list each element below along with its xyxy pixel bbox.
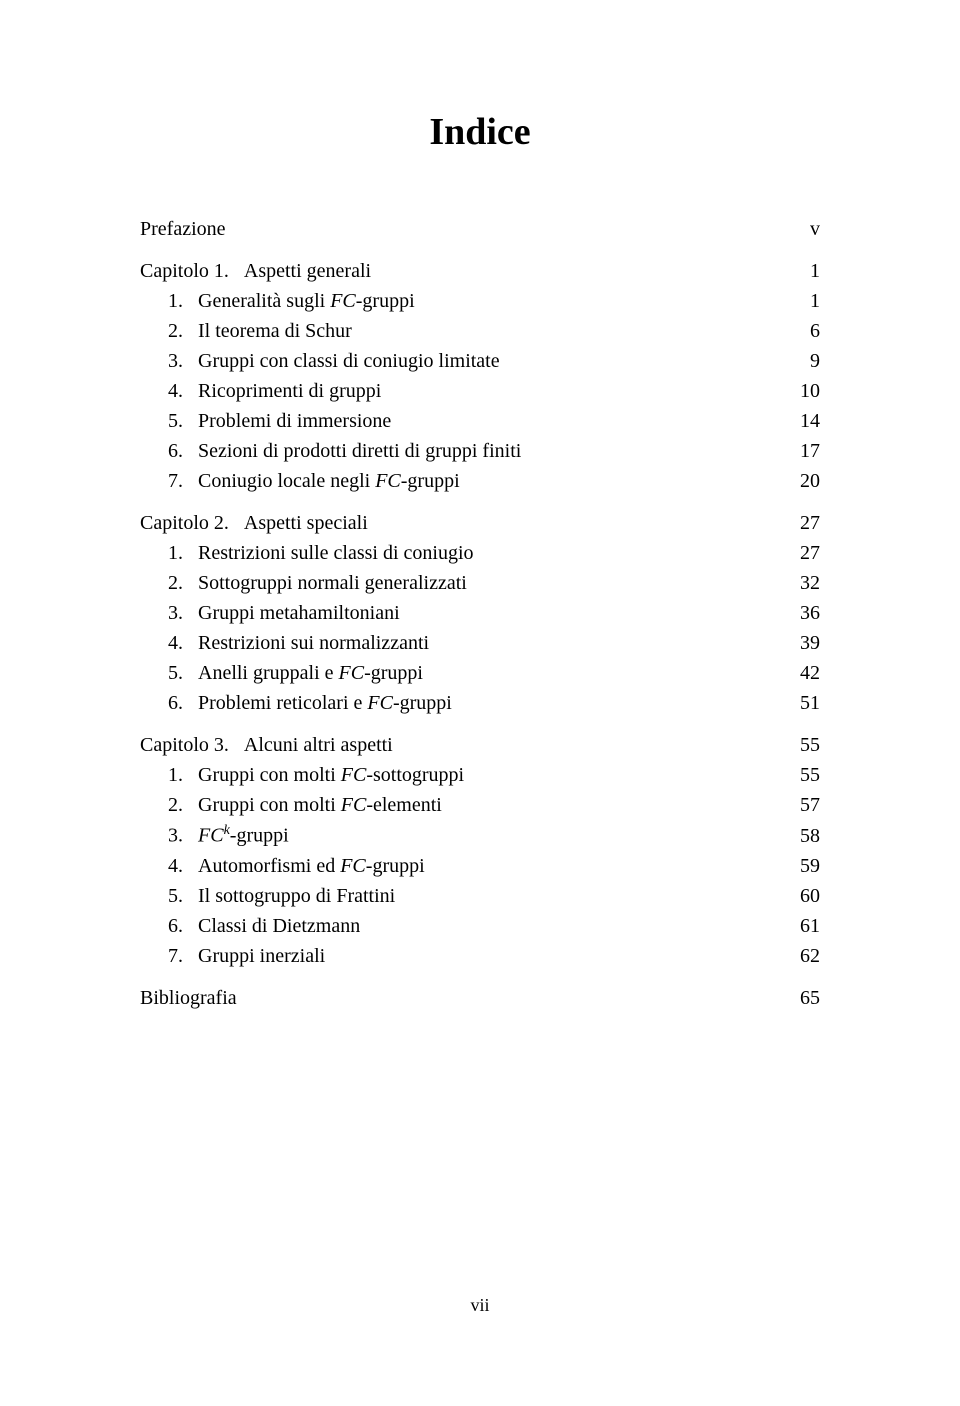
toc-entry-page: 32: [780, 568, 820, 598]
toc-entry: 3. FCk-gruppi58: [140, 820, 820, 851]
toc-entry-label: 6. Sezioni di prodotti diretti di gruppi…: [140, 436, 780, 466]
page-number: vii: [0, 1295, 960, 1316]
section-gap: [140, 496, 820, 508]
toc-entry: Capitolo 2. Aspetti speciali27: [140, 508, 820, 538]
section-gap: [140, 971, 820, 983]
toc-entry: 3. Gruppi metahamiltoniani36: [140, 598, 820, 628]
toc-entry-page: 55: [780, 760, 820, 790]
toc-entry: 1. Gruppi con molti FC-sottogruppi55: [140, 760, 820, 790]
toc-entry: 4. Restrizioni sui normalizzanti39: [140, 628, 820, 658]
toc-entry-label: 5. Problemi di immersione: [140, 406, 780, 436]
toc-entry-label: 7. Gruppi inerziali: [140, 941, 780, 971]
toc-entry: 7. Gruppi inerziali62: [140, 941, 820, 971]
toc-entry-page: 27: [780, 508, 820, 538]
toc-entry-label: 3. FCk-gruppi: [140, 820, 780, 851]
toc-entry: 1. Generalità sugli FC-gruppi1: [140, 286, 820, 316]
toc-entry-page: 27: [780, 538, 820, 568]
toc-entry-page: 36: [780, 598, 820, 628]
toc-entry-page: 1: [780, 286, 820, 316]
toc-entry-label: 1. Restrizioni sulle classi di coniugio: [140, 538, 780, 568]
toc-entry-label: Capitolo 3. Alcuni altri aspetti: [140, 730, 780, 760]
toc-entry-label: 2. Sottogruppi normali generalizzati: [140, 568, 780, 598]
toc-entry-label: 1. Gruppi con molti FC-sottogruppi: [140, 760, 780, 790]
toc-entry-label: 2. Il teorema di Schur: [140, 316, 780, 346]
toc-entry-page: 59: [780, 851, 820, 881]
toc-entry: 2. Il teorema di Schur6: [140, 316, 820, 346]
page-title: Indice: [140, 110, 820, 154]
toc-entry-page: 57: [780, 790, 820, 820]
toc-entry: 4. Ricoprimenti di gruppi10: [140, 376, 820, 406]
toc-entry: 2. Gruppi con molti FC-elementi57: [140, 790, 820, 820]
toc-entry-label: 4. Ricoprimenti di gruppi: [140, 376, 780, 406]
toc-entry: 6. Sezioni di prodotti diretti di gruppi…: [140, 436, 820, 466]
toc-entry-page: 20: [780, 466, 820, 496]
toc-entry: 5. Anelli gruppali e FC-gruppi42: [140, 658, 820, 688]
toc-entry-label: 5. Il sottogruppo di Frattini: [140, 881, 780, 911]
toc-entry-label: 5. Anelli gruppali e FC-gruppi: [140, 658, 780, 688]
toc-entry-page: 62: [780, 941, 820, 971]
toc-entry-page: 14: [780, 406, 820, 436]
toc-entry-page: 51: [780, 688, 820, 718]
toc-entry-label: Capitolo 1. Aspetti generali: [140, 256, 780, 286]
toc-entry-page: 10: [780, 376, 820, 406]
toc-entry: 6. Problemi reticolari e FC-gruppi51: [140, 688, 820, 718]
toc-entry: 2. Sottogruppi normali generalizzati32: [140, 568, 820, 598]
toc-entry-label: Capitolo 2. Aspetti speciali: [140, 508, 780, 538]
toc-entry-label: Bibliografia: [140, 983, 780, 1013]
toc-entry: 3. Gruppi con classi di coniugio limitat…: [140, 346, 820, 376]
toc-entry: 5. Problemi di immersione14: [140, 406, 820, 436]
toc-entry-page: 61: [780, 911, 820, 941]
toc-entry-page: 9: [780, 346, 820, 376]
toc-entry-label: 4. Automorfismi ed FC-gruppi: [140, 851, 780, 881]
toc-entry-page: 17: [780, 436, 820, 466]
toc-entry: 1. Restrizioni sulle classi di coniugio2…: [140, 538, 820, 568]
toc-entry-label: 4. Restrizioni sui normalizzanti: [140, 628, 780, 658]
toc-entry-page: 1: [780, 256, 820, 286]
toc-entry-label: Prefazione: [140, 214, 780, 244]
toc-entry-label: 7. Coniugio locale negli FC-gruppi: [140, 466, 780, 496]
toc-entry-page: 39: [780, 628, 820, 658]
toc-entry-page: 65: [780, 983, 820, 1013]
toc-entry-page: 6: [780, 316, 820, 346]
toc-entry-label: 3. Gruppi metahamiltoniani: [140, 598, 780, 628]
toc-entry-label: 6. Problemi reticolari e FC-gruppi: [140, 688, 780, 718]
toc-entry: 4. Automorfismi ed FC-gruppi59: [140, 851, 820, 881]
toc-entry: 6. Classi di Dietzmann61: [140, 911, 820, 941]
section-gap: [140, 718, 820, 730]
toc-entry-page: 55: [780, 730, 820, 760]
toc-entry-page: 60: [780, 881, 820, 911]
toc-entry-label: 1. Generalità sugli FC-gruppi: [140, 286, 780, 316]
section-gap: [140, 244, 820, 256]
toc-entry: Bibliografia65: [140, 983, 820, 1013]
toc-entry-page: 42: [780, 658, 820, 688]
toc-entry: Prefazionev: [140, 214, 820, 244]
toc-entry-label: 3. Gruppi con classi di coniugio limitat…: [140, 346, 780, 376]
toc-entry-label: 6. Classi di Dietzmann: [140, 911, 780, 941]
toc-entry: 5. Il sottogruppo di Frattini60: [140, 881, 820, 911]
table-of-contents: PrefazionevCapitolo 1. Aspetti generali1…: [140, 214, 820, 1013]
toc-entry: Capitolo 3. Alcuni altri aspetti55: [140, 730, 820, 760]
toc-entry-page: 58: [780, 821, 820, 851]
toc-entry-page: v: [780, 214, 820, 244]
toc-entry: Capitolo 1. Aspetti generali1: [140, 256, 820, 286]
toc-entry-label: 2. Gruppi con molti FC-elementi: [140, 790, 780, 820]
toc-entry: 7. Coniugio locale negli FC-gruppi20: [140, 466, 820, 496]
